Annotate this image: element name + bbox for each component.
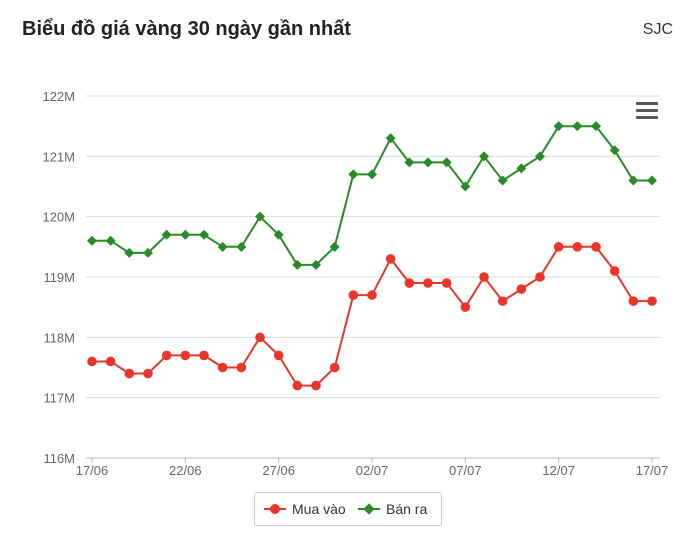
data-point-ban-ra	[105, 235, 116, 246]
brand-label: SJC	[642, 21, 673, 38]
data-point-mua-vao	[423, 278, 433, 288]
legend-label-ban-ra: Bán ra	[386, 501, 428, 517]
data-point-mua-vao	[572, 242, 583, 252]
y-tick-label: 122M	[42, 89, 75, 104]
data-point-mua-vao	[143, 368, 153, 379]
data-point-ban-ra	[348, 169, 359, 180]
data-point-ban-ra	[497, 175, 508, 186]
data-point-mua-vao	[404, 278, 415, 288]
y-tick-label: 118M	[43, 330, 75, 345]
data-point-ban-ra	[553, 121, 564, 132]
data-point-ban-ra	[161, 229, 172, 240]
data-point-ban-ra	[479, 151, 489, 162]
data-point-ban-ra	[292, 259, 303, 270]
data-point-ban-ra	[460, 181, 471, 192]
series-line-mua-vao	[92, 245, 652, 387]
x-tick-label: 17/06	[76, 463, 109, 478]
data-point-mua-vao	[217, 362, 228, 373]
data-point-mua-vao	[479, 272, 489, 282]
data-point-ban-ra	[628, 175, 639, 186]
data-point-ban-ra	[423, 157, 433, 168]
data-point-mua-vao	[647, 296, 657, 306]
data-point-ban-ra	[236, 241, 247, 252]
data-point-mua-vao	[329, 362, 340, 373]
chart-legend: Mua vào Bán ra	[254, 492, 442, 526]
chart-title: Biểu đồ giá vàng 30 ngày gần nhất	[22, 18, 351, 40]
data-point-mua-vao	[273, 350, 284, 361]
data-point-mua-vao	[180, 350, 191, 361]
data-point-mua-vao	[255, 332, 265, 343]
x-tick-label: 12/07	[542, 463, 575, 478]
x-tick-label: 17/07	[636, 463, 669, 478]
data-point-ban-ra	[255, 211, 265, 222]
y-tick-label: 119M	[43, 270, 75, 285]
data-point-mua-vao	[124, 368, 135, 379]
data-point-mua-vao	[311, 380, 321, 391]
data-point-mua-vao	[161, 350, 172, 361]
legend-symbol-mua-vao	[264, 503, 286, 515]
data-point-ban-ra	[217, 241, 228, 252]
y-tick-label: 121M	[42, 149, 75, 164]
data-point-ban-ra	[404, 157, 415, 168]
legend-item-mua-vao[interactable]: Mua vào	[264, 493, 346, 525]
data-point-mua-vao	[516, 284, 527, 294]
data-point-mua-vao	[441, 278, 452, 288]
data-point-ban-ra	[87, 235, 97, 246]
data-point-mua-vao	[367, 290, 377, 300]
data-point-ban-ra	[591, 121, 601, 132]
legend-item-ban-ra[interactable]: Bán ra	[358, 493, 427, 525]
y-tick-label: 116M	[43, 451, 75, 466]
data-point-ban-ra	[311, 259, 321, 270]
data-point-ban-ra	[516, 163, 527, 174]
data-point-mua-vao	[348, 290, 359, 300]
hamburger-menu-icon[interactable]	[632, 99, 662, 123]
data-point-mua-vao	[553, 242, 564, 252]
data-point-ban-ra	[441, 157, 452, 168]
data-point-ban-ra	[143, 247, 153, 258]
data-point-ban-ra	[647, 175, 657, 186]
data-point-ban-ra	[535, 151, 545, 162]
data-point-ban-ra	[572, 121, 583, 132]
x-tick-label: 07/07	[449, 463, 482, 478]
y-tick-label: 117M	[43, 391, 75, 406]
data-point-mua-vao	[460, 302, 471, 312]
data-point-mua-vao	[535, 272, 545, 282]
data-point-ban-ra	[329, 241, 340, 252]
data-point-ban-ra	[367, 169, 377, 180]
data-point-ban-ra	[124, 247, 135, 258]
series-line-ban-ra	[92, 125, 652, 266]
data-point-mua-vao	[292, 380, 303, 391]
x-tick-label: 22/06	[169, 463, 202, 478]
data-point-mua-vao	[199, 350, 209, 361]
legend-label-mua-vao: Mua vào	[292, 501, 346, 517]
data-point-ban-ra	[180, 229, 191, 240]
y-tick-label: 120M	[42, 210, 75, 225]
x-tick-label: 02/07	[356, 463, 389, 478]
data-point-mua-vao	[385, 254, 396, 264]
data-point-mua-vao	[497, 296, 508, 306]
data-point-ban-ra	[385, 133, 396, 144]
data-point-mua-vao	[87, 356, 97, 367]
legend-symbol-ban-ra	[358, 503, 380, 515]
data-point-ban-ra	[609, 145, 620, 156]
data-point-mua-vao	[628, 296, 639, 306]
x-tick-label: 27/06	[262, 463, 295, 478]
data-point-ban-ra	[273, 229, 284, 240]
data-point-mua-vao	[105, 356, 116, 367]
data-point-mua-vao	[591, 242, 601, 252]
data-point-mua-vao	[236, 362, 247, 373]
data-point-mua-vao	[609, 266, 620, 276]
data-point-ban-ra	[199, 229, 209, 240]
